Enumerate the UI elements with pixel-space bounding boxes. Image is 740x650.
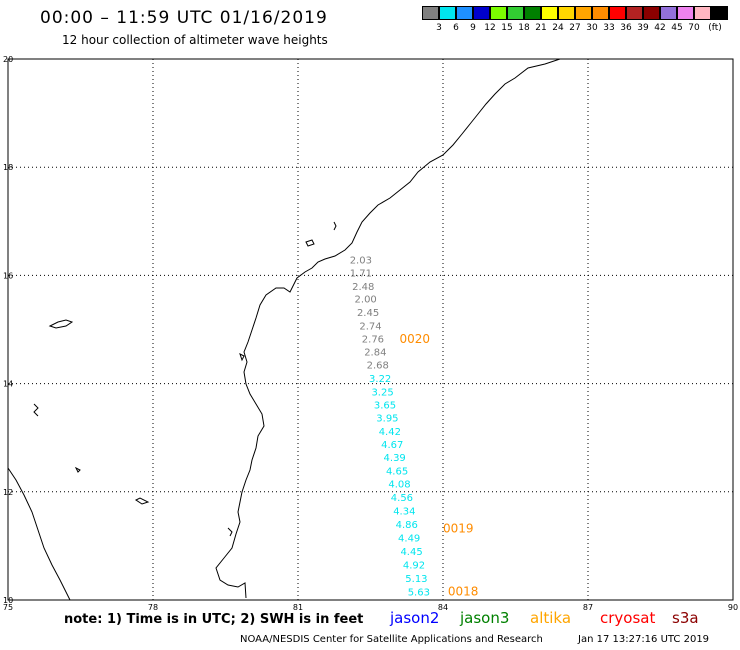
color-scale-swatch [694,6,711,20]
color-scale-unit: (ft) [708,23,722,33]
swh-value-label: 4.08 [388,479,410,490]
color-scale-label: 21 [535,23,547,33]
island-outline [333,221,337,231]
swh-value-label: 3.65 [374,400,396,411]
color-scale-label: 42 [654,23,666,33]
coastline-india-east [215,58,561,599]
pass-time-label: 0020 [400,332,431,346]
color-scale-label: 6 [453,23,459,33]
color-scale-swatch [456,6,473,20]
latitude-tick-label: 20 [3,55,13,64]
swh-value-label: 2.00 [355,294,377,305]
color-scale-swatch [575,6,592,20]
swh-value-label: 4.65 [386,466,408,477]
swh-value-label: 2.84 [364,347,386,358]
island-outline [33,403,39,417]
color-scale-swatch [643,6,660,20]
swh-value-label: 2.03 [350,255,372,266]
satellite-jason3-label: jason3 [460,609,510,627]
color-scale-swatch [422,6,439,20]
swh-value-label: 1.71 [350,268,372,279]
swh-value-label: 2.68 [367,360,389,371]
color-scale-label: 12 [484,23,496,33]
swh-value-label: 4.42 [379,427,401,438]
color-scale-label: 70 [688,23,700,33]
swh-value-label: 2.76 [362,334,384,345]
color-scale-label: 15 [501,23,513,33]
footer-timestamp: Jan 17 13:27:16 UTC 2019 [578,634,710,645]
color-scale-swatch [660,6,677,20]
island-outline [135,497,150,505]
footer-note: note: 1) Time is in UTC; 2) SWH is in fe… [64,612,364,627]
map-frame [7,58,734,601]
color-scale-label: 9 [470,23,476,33]
color-scale-swatch [541,6,558,20]
satellite-jason2-label: jason2 [390,609,440,627]
swh-value-label: 4.39 [384,453,406,464]
swh-value-label: 4.67 [381,440,403,451]
color-scale-swatch [558,6,575,20]
swh-value-label: 3.25 [371,388,393,399]
color-scale-label: 45 [671,23,683,33]
color-scale-swatch [592,6,609,20]
latitude-tick-label: 12 [3,488,13,497]
color-scale-swatch [490,6,507,20]
color-scale-swatch [609,6,626,20]
map-subtitle: 12 hour collection of altimeter wave hei… [62,33,328,47]
coastline-sri-lanka [7,467,71,601]
color-scale-label: 24 [552,23,564,33]
swh-value-label: 5.63 [408,588,430,599]
longitude-tick-label: 75 [3,603,13,612]
satellite-s3a-label: s3a [672,609,699,627]
satellite-cryosat-label: cryosat [600,609,656,627]
color-scale-swatch [524,6,541,20]
pass-time-label: 0018 [448,585,479,599]
swh-value-label: 4.34 [393,507,415,518]
color-scale-label: 18 [518,23,530,33]
swh-value-label: 3.95 [376,413,398,424]
map-title: 00:00 – 11:59 UTC 01/16/2019 [40,8,328,28]
swh-value-label: 2.45 [357,308,379,319]
longitude-tick-label: 90 [728,603,738,612]
island-outline [227,527,233,537]
latitude-tick-label: 18 [3,163,13,172]
satellite-altika-label: altika [530,609,572,627]
color-scale-label: 39 [637,23,649,33]
longitude-tick-label: 87 [583,603,593,612]
longitude-tick-label: 81 [293,603,303,612]
island-outline [305,239,315,247]
color-scale-label: 33 [603,23,615,33]
latitude-tick-label: 16 [3,271,13,280]
pass-time-label: 0019 [443,521,474,535]
color-scale-swatch [711,6,728,20]
latitude-tick-label: 14 [3,380,13,389]
swh-value-label: 5.13 [405,574,427,585]
color-scale-label: 27 [569,23,581,33]
swh-value-label: 2.74 [359,322,381,333]
color-scale-swatch [626,6,643,20]
color-scale-swatch [677,6,694,20]
color-scale-swatch [439,6,456,20]
swh-value-label: 4.45 [400,547,422,558]
footer-credit: NOAA/NESDIS Center for Satellite Applica… [240,634,543,645]
swh-value-label: 4.56 [391,493,413,504]
longitude-tick-label: 78 [148,603,158,612]
color-scale-label: 3 [436,23,442,33]
island-outline [74,466,81,473]
island-outline [48,319,74,329]
color-scale-swatch [507,6,524,20]
swh-value-label: 4.92 [403,561,425,572]
swh-value-label: 4.49 [398,534,420,545]
latitude-tick-label: 10 [3,596,13,605]
swh-value-label: 2.48 [352,282,374,293]
swh-value-label: 3.22 [369,374,391,385]
island-outline [239,353,245,362]
swh-value-label: 4.86 [396,520,418,531]
longitude-tick-label: 84 [438,603,448,612]
color-scale-label: 36 [620,23,632,33]
color-scale-label: 30 [586,23,598,33]
color-scale-swatch [473,6,490,20]
